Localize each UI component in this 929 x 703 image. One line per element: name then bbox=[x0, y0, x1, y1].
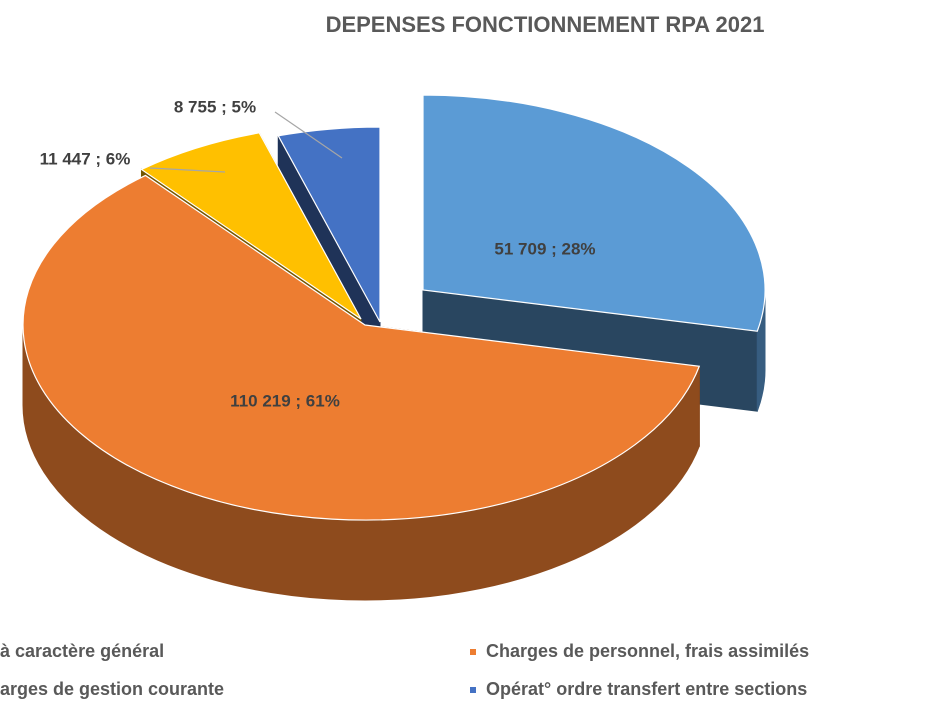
chart-title: DEPENSES FONCTIONNEMENT RPA 2021 bbox=[326, 12, 765, 37]
data-label: 11 447 ; 6% bbox=[40, 149, 131, 168]
data-label: 51 709 ; 28% bbox=[494, 239, 595, 258]
slice bbox=[22, 174, 701, 521]
legend-label: Opérat° ordre transfert entre sections bbox=[486, 679, 807, 699]
slice bbox=[140, 132, 362, 320]
data-label: 110 219 ; 61% bbox=[230, 391, 340, 410]
leader-line bbox=[149, 167, 226, 173]
data-label: 8 755 ; 5% bbox=[174, 97, 256, 116]
leader-line bbox=[274, 111, 343, 159]
legend-label: à caractère général bbox=[0, 641, 164, 661]
legend-swatch bbox=[470, 649, 476, 655]
slice bbox=[277, 126, 381, 323]
legend-label: arges de gestion courante bbox=[0, 679, 224, 699]
legend-swatch bbox=[470, 687, 476, 693]
slice bbox=[422, 94, 766, 332]
legend-label: Charges de personnel, frais assimilés bbox=[486, 641, 809, 661]
